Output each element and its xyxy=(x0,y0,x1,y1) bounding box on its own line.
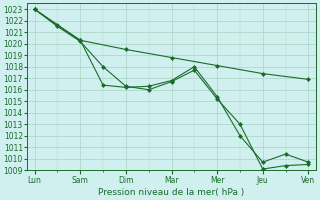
X-axis label: Pression niveau de la mer( hPa ): Pression niveau de la mer( hPa ) xyxy=(98,188,244,197)
